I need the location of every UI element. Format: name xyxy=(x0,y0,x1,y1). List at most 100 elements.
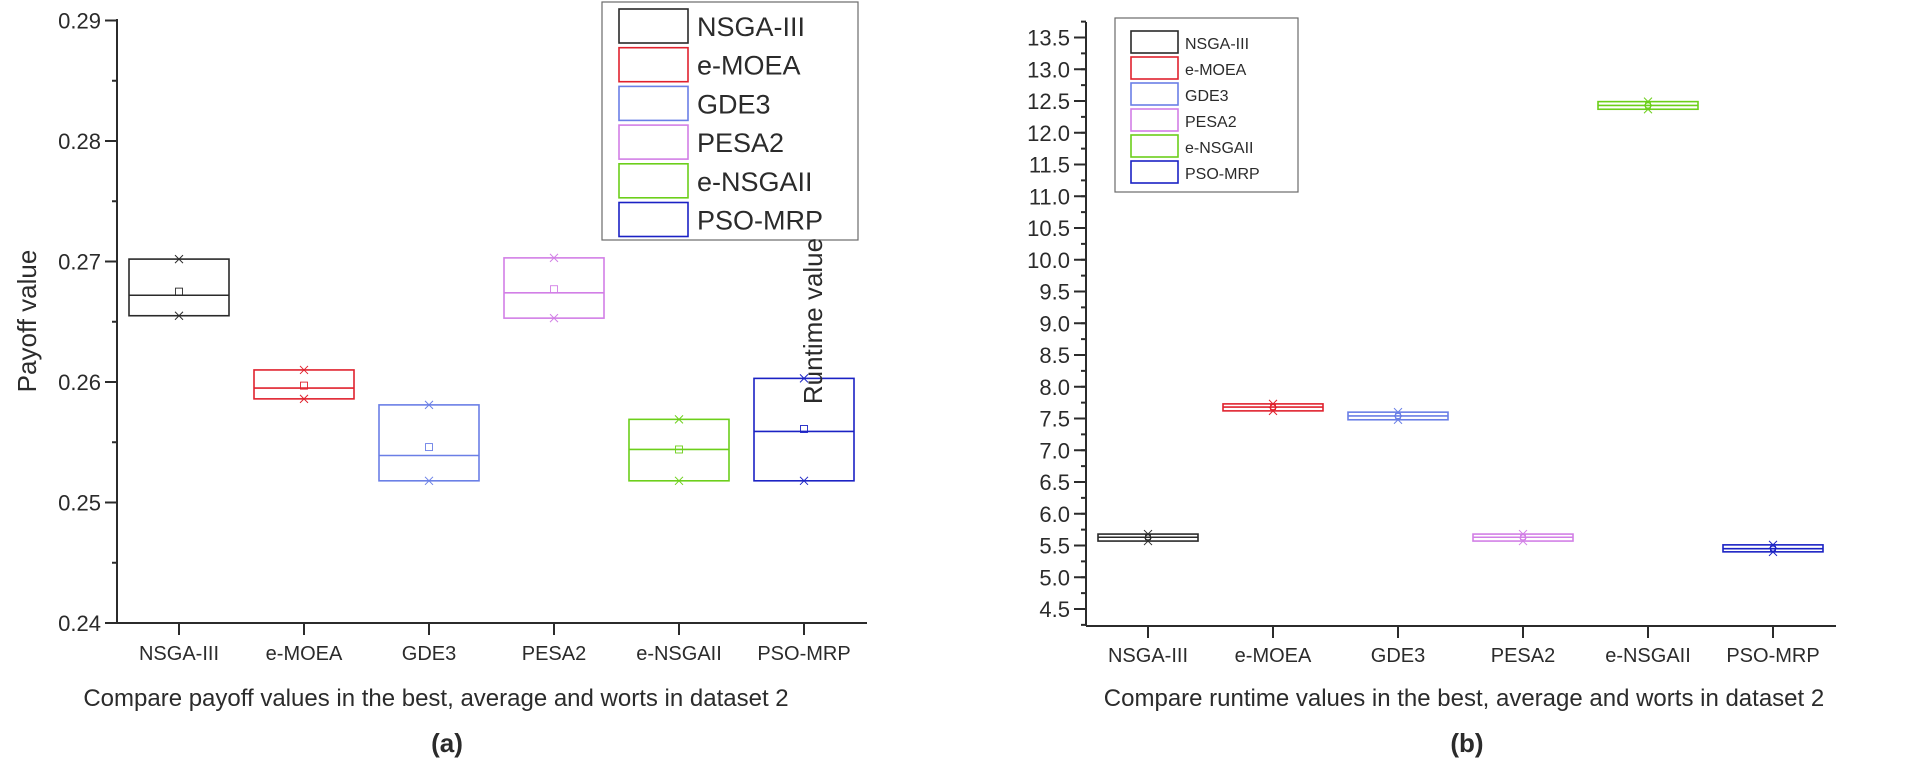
chart-a-box-mean-marker xyxy=(675,445,683,454)
chart-b-axes: 4.5 5.0 5.5 6.0 6.5 7.0 7.5 8.0 8.5 9.0 9.5 10.0 10.… xyxy=(1027,20,1836,667)
chart-b-box-min-marker-b xyxy=(1518,536,1528,546)
chart-b-box-min-marker-b xyxy=(1393,415,1403,425)
chart-a-box-mean-marker xyxy=(300,381,308,390)
chart-b-box-max-marker xyxy=(1518,529,1528,539)
chart-a-box-max-marker xyxy=(424,400,434,410)
chart-b-x-tick-label: e-MOEA xyxy=(1235,645,1312,667)
chart-b-box-mean-marker xyxy=(1645,102,1651,109)
chart-b-legend-swatch xyxy=(1130,56,1179,80)
chart-a-box-min-marker xyxy=(424,476,434,486)
chart-a-legend-swatch xyxy=(618,163,689,199)
chart-a-box-max-marker xyxy=(549,253,559,263)
chart-b-box-pso-mrp xyxy=(1722,540,1824,557)
chart-a-box-min-marker xyxy=(299,394,309,404)
chart-b-ylabel: Runtime value xyxy=(798,238,828,404)
chart-a-panel-label: (a) xyxy=(431,728,463,758)
chart-a: 0.24 0.25 0.26 0.27 0.28 0.29 NSGA-III e-MOEA GD… xyxy=(12,1,867,758)
chart-a-box-min-marker xyxy=(799,476,809,486)
chart-a-box-max-marker xyxy=(299,365,309,375)
chart-a-legend-label: e-MOEA xyxy=(697,51,801,81)
chart-a-box-max-marker-b xyxy=(674,415,684,424)
chart-a-box-gde3 xyxy=(378,400,480,486)
chart-a-legend-label: NSGA-III xyxy=(697,12,805,42)
chart-b-legend-label: e-MOEA xyxy=(1185,62,1247,79)
chart-a-legend-label: PSO-MRP xyxy=(697,206,823,236)
chart-b-legend-label: NSGA-III xyxy=(1185,36,1249,53)
chart-b-box-min-marker-b xyxy=(1643,104,1653,114)
chart-b-y-tick-label: 8.0 xyxy=(1039,375,1070,400)
chart-a-legend-label: PESA2 xyxy=(697,128,784,158)
chart-b-y-tick-label: 11.5 xyxy=(1029,153,1070,178)
chart-a-box-mean-marker xyxy=(175,287,183,296)
chart-a-xlabel: Compare payoff values in the best, avera… xyxy=(83,685,788,712)
chart-b-box-min-marker xyxy=(1643,104,1653,114)
chart-a-legend-swatch xyxy=(618,85,689,122)
chart-b-box-max-marker xyxy=(1643,97,1653,106)
chart-b-legend-swatch xyxy=(1130,30,1179,54)
chart-a-box-min-marker xyxy=(549,313,559,323)
chart-a-box-e-moea xyxy=(253,365,355,404)
chart-b-y-tick-label: 5.5 xyxy=(1039,534,1070,559)
chart-a-legend-swatch xyxy=(618,124,689,160)
chart-b-y-tick-label: 4.5 xyxy=(1039,597,1070,622)
chart-a-legend-swatch xyxy=(618,46,689,83)
chart-b-x-tick-label: GDE3 xyxy=(1371,645,1425,667)
chart-b-y-tick-label: 7.0 xyxy=(1039,438,1070,463)
chart-a-box-pesa2 xyxy=(503,253,605,323)
chart-b-y-tick-label: 7.5 xyxy=(1039,407,1070,432)
chart-b-y-tick-label: 13.5 xyxy=(1027,26,1070,51)
chart-b-y-tick-label: 6.0 xyxy=(1039,502,1070,527)
chart-a-legend-label: GDE3 xyxy=(697,89,771,119)
chart-a-x-tick-label: PESA2 xyxy=(522,643,586,665)
chart-a-box-max-marker-b xyxy=(549,253,559,263)
chart-b-box-min-marker xyxy=(1143,536,1153,546)
chart-a-box-min-marker-b xyxy=(799,476,809,486)
chart-a-box-min-marker-b xyxy=(674,476,684,486)
chart-b-y-tick-label: 10.0 xyxy=(1027,248,1070,273)
chart-a-box-min-marker xyxy=(674,476,684,486)
chart-b-legend-swatch xyxy=(1130,108,1179,132)
chart-a-legend-label: e-NSGAII xyxy=(697,167,813,197)
chart-b-box-nsga-iii xyxy=(1097,529,1199,546)
chart-a-x-tick-label: NSGA-III xyxy=(139,643,219,665)
chart-a-box-rect xyxy=(378,404,480,482)
chart-b-legend-swatch xyxy=(1130,82,1179,106)
chart-b-y-tick-label: 5.0 xyxy=(1039,565,1070,590)
chart-a-x-tick-label: GDE3 xyxy=(402,643,456,665)
chart-b-x-tick-label: e-NSGAII xyxy=(1605,645,1691,667)
chart-a-box-pso-mrp xyxy=(753,374,855,486)
chart-b-xlabel: Compare runtime values in the best, aver… xyxy=(1104,685,1824,712)
chart-a-box-min-marker-b xyxy=(424,476,434,486)
chart-a-y-tick-label: 0.26 xyxy=(58,370,101,395)
chart-b-y-tick-label: 6.5 xyxy=(1039,470,1070,495)
chart-a-box-min-marker-b xyxy=(174,311,184,321)
chart-b-box-max-marker xyxy=(1768,540,1778,550)
chart-b-box-min-marker xyxy=(1393,415,1403,425)
chart-b-y-tick-label: 13.0 xyxy=(1027,57,1070,82)
chart-b-box-max-marker xyxy=(1268,399,1278,409)
chart-a-box-max-marker xyxy=(674,415,684,424)
chart-b-box-max-marker xyxy=(1393,407,1403,417)
chart-a-box-max-marker-b xyxy=(424,400,434,410)
chart-b-y-tick-label: 12.5 xyxy=(1027,89,1070,114)
chart-a-x-tick-label: PSO-MRP xyxy=(757,643,850,665)
chart-b-box-max-marker-b xyxy=(1268,399,1278,409)
chart-a-box-min-marker-b xyxy=(549,313,559,323)
chart-b-legend-label: e-NSGAII xyxy=(1185,140,1253,157)
chart-b-box-max-marker-b xyxy=(1643,97,1653,106)
chart-b-box-e-moea xyxy=(1222,399,1324,416)
chart-a-y-tick-label: 0.27 xyxy=(58,250,101,275)
chart-a-legend: NSGA-III e-MOEA GDE3 PESA2 e-NSGAII PSO-MRP xyxy=(601,1,859,241)
chart-b-y-tick-label: 9.5 xyxy=(1039,280,1070,305)
chart-b: 4.5 5.0 5.5 6.0 6.5 7.0 7.5 8.0 8.5 9.0 9.5 10.0 10.… xyxy=(798,17,1836,758)
chart-a-box-max-marker-b xyxy=(799,374,809,383)
chart-b-box-gde3 xyxy=(1347,407,1449,425)
chart-b-y-tick-label: 9.0 xyxy=(1039,311,1070,336)
chart-a-box-max-marker xyxy=(799,374,809,383)
chart-b-box-max-marker-b xyxy=(1768,540,1778,550)
chart-b-box-mean-marker xyxy=(1395,413,1401,419)
chart-b-y-tick-label: 8.5 xyxy=(1039,343,1070,368)
chart-a-box-mean-marker xyxy=(800,425,808,433)
chart-a-legend-swatch xyxy=(618,8,689,44)
chart-b-y-tick-label: 11.0 xyxy=(1029,184,1070,209)
